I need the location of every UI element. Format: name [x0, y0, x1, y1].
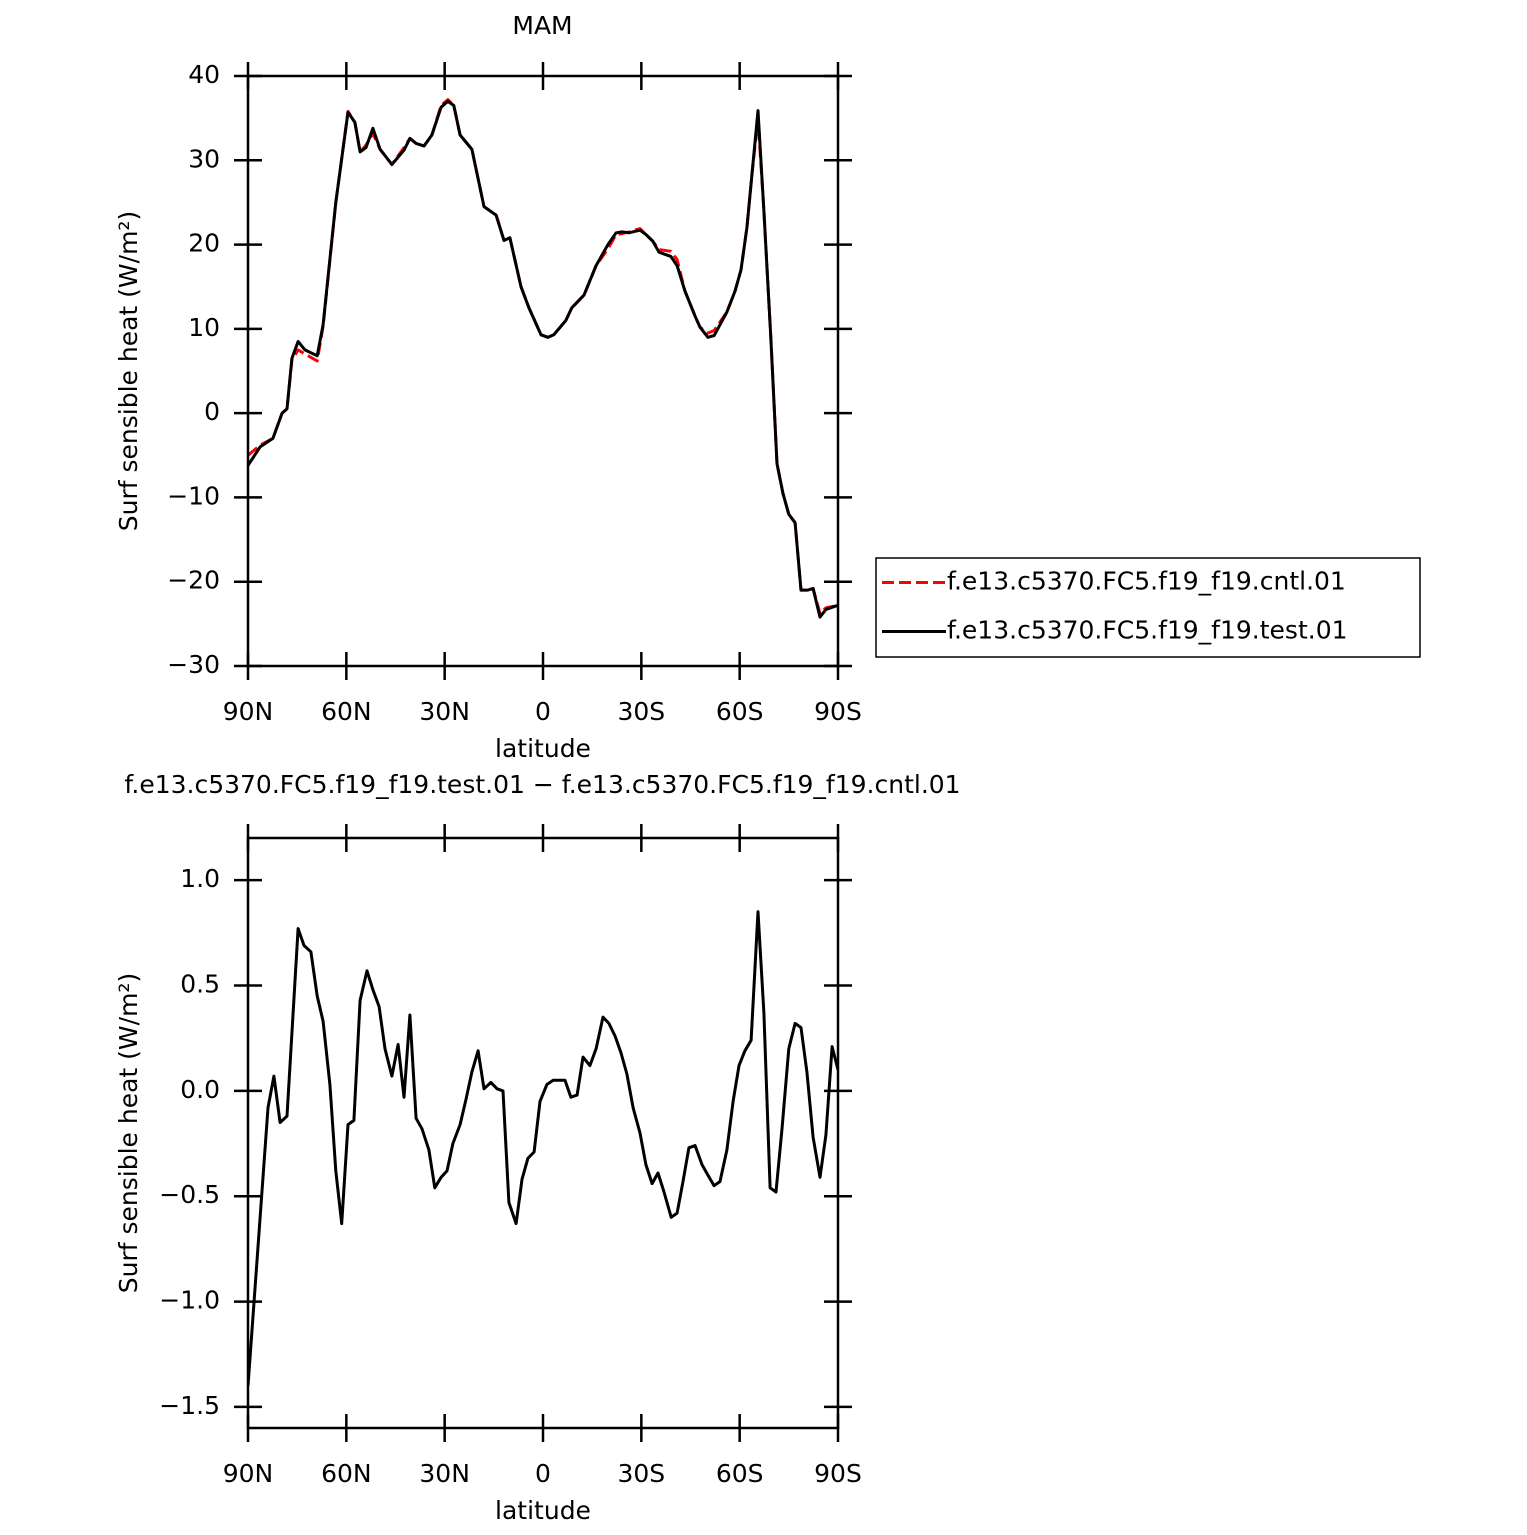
y-tick-label: 0 [204, 397, 220, 426]
y-axis-label: Surf sensible heat (W/m²) [114, 211, 143, 531]
x-tick-label: 60S [716, 1459, 764, 1488]
x-tick-label: 30N [419, 697, 470, 726]
legend-label: f.e13.c5370.FC5.f19_f19.cntl.01 [947, 567, 1346, 596]
x-tick-label: 90S [814, 1459, 862, 1488]
x-tick-label: 60N [321, 697, 372, 726]
y-tick-label: 30 [188, 144, 220, 173]
data-line [248, 98, 838, 616]
x-axis-label: latitude [495, 734, 591, 763]
x-tick-label: 0 [535, 1459, 551, 1488]
x-tick-label: 60S [716, 697, 764, 726]
data-line [248, 99, 838, 619]
data-line [248, 910, 838, 1387]
y-tick-label: −10 [167, 481, 220, 510]
x-tick-label: 30N [419, 1459, 470, 1488]
y-tick-label: 0.0 [180, 1075, 220, 1104]
legend-label: f.e13.c5370.FC5.f19_f19.test.01 [947, 616, 1348, 645]
y-tick-label: 20 [188, 229, 220, 258]
y-tick-label: −1.0 [159, 1286, 220, 1315]
x-tick-label: 30S [617, 697, 665, 726]
y-tick-label: −20 [167, 566, 220, 595]
y-tick-label: 10 [188, 313, 220, 342]
chart-title: MAM [512, 11, 572, 40]
y-tick-label: −30 [167, 650, 220, 679]
x-axis-label: latitude [495, 1496, 591, 1525]
x-tick-label: 90N [223, 697, 274, 726]
y-tick-label: 40 [188, 60, 220, 89]
y-tick-label: 1.0 [180, 864, 220, 893]
x-tick-label: 90N [223, 1459, 274, 1488]
y-axis-label: Surf sensible heat (W/m²) [114, 973, 143, 1293]
y-tick-label: 0.5 [180, 970, 220, 999]
x-tick-label: 0 [535, 697, 551, 726]
y-tick-label: −1.5 [159, 1391, 220, 1420]
x-tick-label: 60N [321, 1459, 372, 1488]
y-tick-label: −0.5 [159, 1180, 220, 1209]
legend-box [875, 557, 1421, 658]
x-tick-label: 90S [814, 697, 862, 726]
x-tick-label: 30S [617, 1459, 665, 1488]
plot-frame [246, 74, 840, 668]
chart-title: f.e13.c5370.FC5.f19_f19.test.01 − f.e13.… [124, 770, 960, 799]
plot-frame [246, 836, 840, 1430]
